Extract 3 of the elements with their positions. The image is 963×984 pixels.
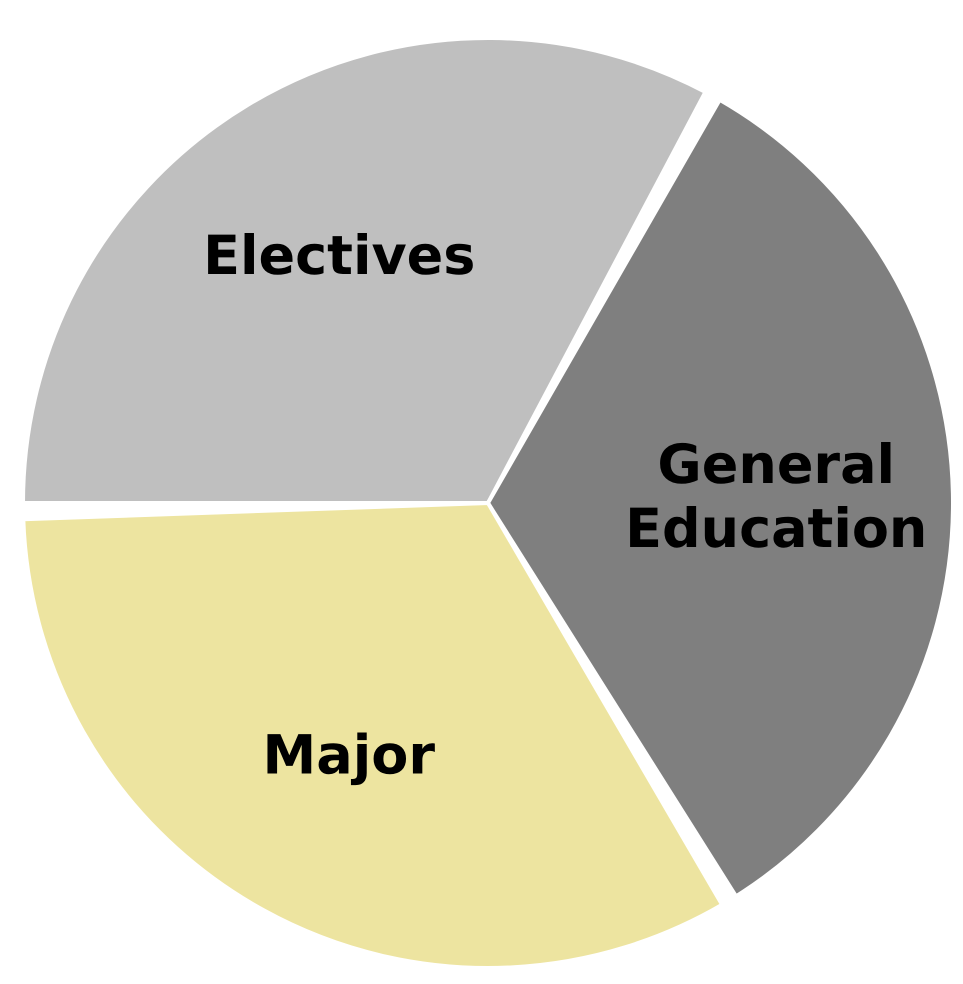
slice-label: Electives xyxy=(203,224,476,288)
slice-label: Major xyxy=(262,723,436,786)
slice-label: General Education xyxy=(625,433,928,560)
